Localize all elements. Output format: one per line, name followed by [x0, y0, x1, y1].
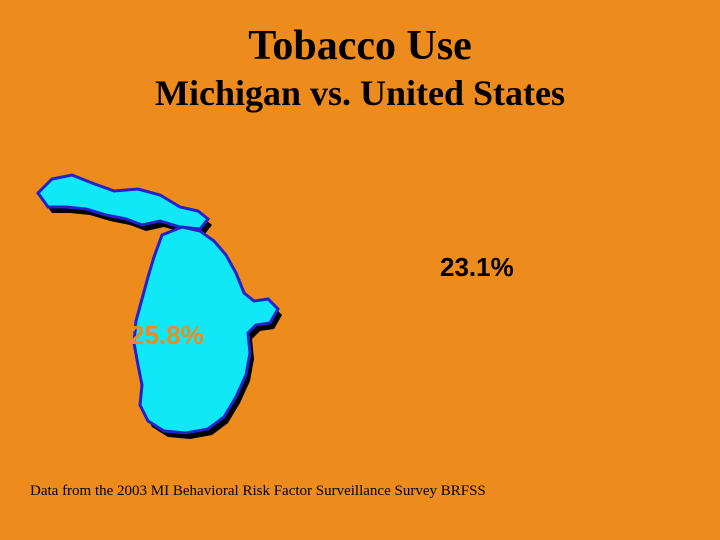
page-subtitle: Michigan vs. United States: [0, 68, 720, 114]
michigan-value: 25.8%: [130, 320, 204, 351]
source-note: Data from the 2003 MI Behavioral Risk Fa…: [30, 483, 486, 500]
page-title: Tobacco Use: [0, 0, 720, 68]
michigan-map-icon: [30, 165, 320, 445]
us-value: 23.1%: [440, 252, 514, 283]
